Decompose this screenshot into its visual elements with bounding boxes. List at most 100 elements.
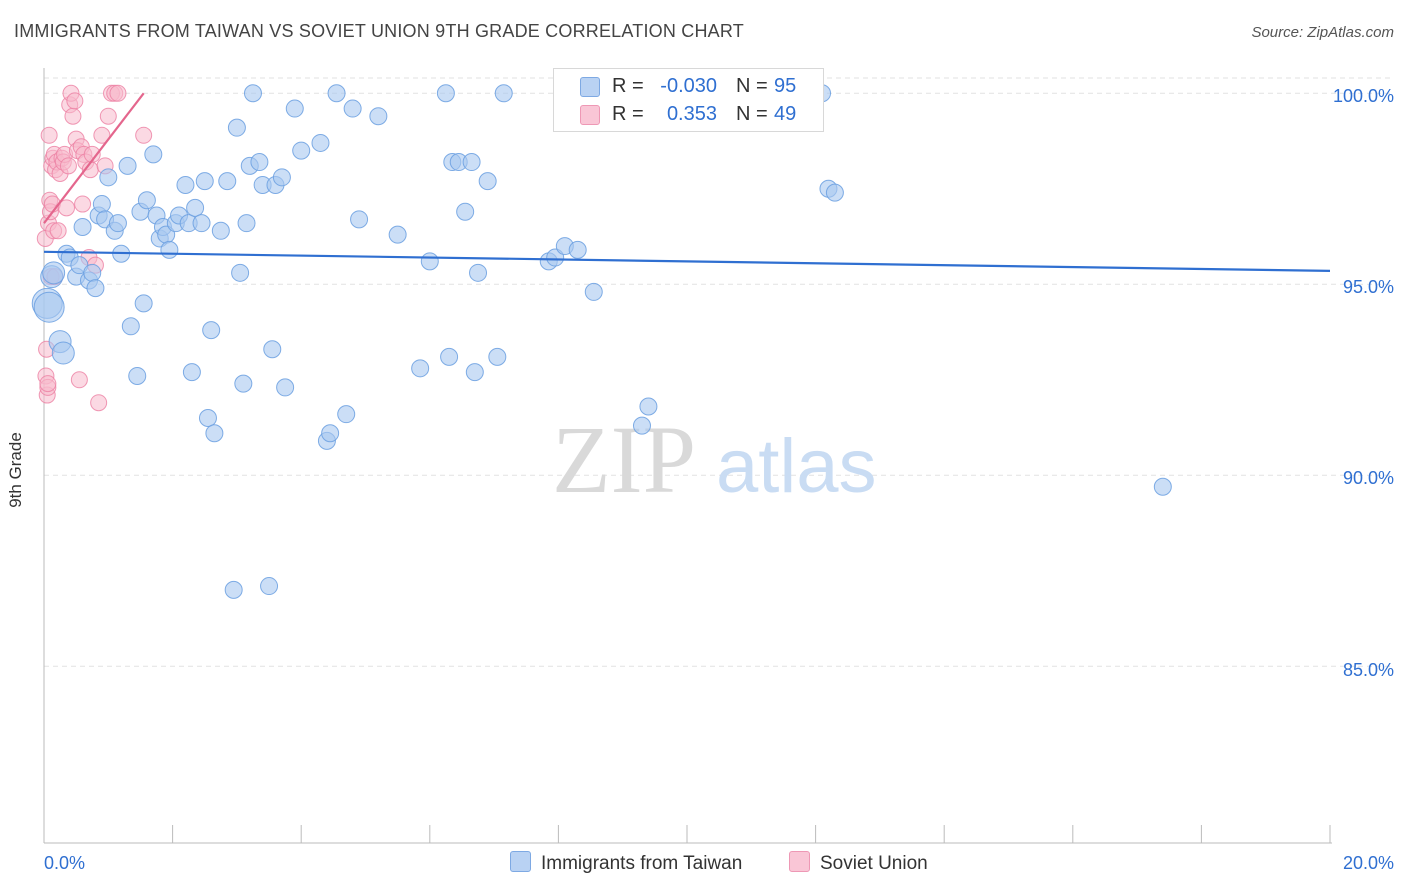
soviet-union-point bbox=[59, 157, 77, 175]
taiwan-point bbox=[456, 202, 475, 221]
taiwan-point bbox=[469, 263, 488, 282]
taiwan-point bbox=[144, 145, 163, 164]
n-label: N = bbox=[736, 75, 768, 97]
taiwan-point bbox=[825, 183, 844, 202]
n-label: N = bbox=[736, 103, 768, 125]
taiwan-point bbox=[42, 261, 66, 285]
taiwan-point bbox=[272, 168, 291, 187]
taiwan-point bbox=[83, 263, 102, 282]
taiwan-point bbox=[276, 378, 295, 397]
soviet-legend-label: Soviet Union bbox=[820, 853, 928, 874]
taiwan-points bbox=[31, 84, 1172, 599]
taiwan-point bbox=[160, 240, 179, 259]
taiwan-point bbox=[186, 198, 205, 217]
taiwan-point bbox=[205, 424, 224, 443]
y-tick-label-95: 95.0% bbox=[1342, 277, 1394, 297]
watermark-zip: ZIP bbox=[552, 406, 696, 513]
soviet-trend-line bbox=[43, 92, 145, 224]
taiwan-point bbox=[51, 341, 75, 365]
soviet-union-point bbox=[83, 145, 101, 163]
taiwan-point bbox=[243, 84, 262, 103]
taiwan-point bbox=[343, 99, 362, 118]
taiwan-point bbox=[234, 374, 253, 393]
soviet-union-point bbox=[70, 371, 88, 389]
taiwan-point bbox=[202, 321, 221, 340]
taiwan-legend-swatch bbox=[510, 851, 531, 872]
watermark-atlas: atlas bbox=[716, 424, 877, 509]
source-label: Source: ZipAtlas.com bbox=[1251, 24, 1394, 41]
taiwan-point bbox=[350, 210, 369, 229]
taiwan-point bbox=[546, 248, 565, 267]
soviet-union-point bbox=[64, 107, 82, 125]
taiwan-point bbox=[92, 195, 111, 214]
y-tick-label-85: 85.0% bbox=[1342, 660, 1394, 680]
soviet-union-point bbox=[90, 394, 108, 412]
taiwan-point bbox=[118, 156, 137, 175]
legend-row-taiwan: R = -0.030 N = 95 bbox=[554, 73, 823, 101]
taiwan-point bbox=[99, 168, 118, 187]
taiwan-point bbox=[568, 240, 587, 259]
taiwan-point bbox=[108, 214, 127, 233]
y-tick-label-100: 100.0% bbox=[1332, 86, 1394, 106]
taiwan-point bbox=[182, 363, 201, 382]
taiwan-point bbox=[327, 84, 346, 103]
taiwan-point bbox=[260, 577, 279, 596]
taiwan-point bbox=[321, 424, 340, 443]
y-axis-label: 9th Grade bbox=[6, 432, 25, 508]
taiwan-point bbox=[195, 172, 214, 191]
taiwan-point bbox=[478, 172, 497, 191]
taiwan-point bbox=[176, 175, 195, 194]
taiwan-point bbox=[420, 252, 439, 271]
soviet-union-point bbox=[66, 92, 84, 110]
x-tick-label-min: 0.0% bbox=[44, 853, 86, 873]
soviet-swatch bbox=[580, 105, 600, 125]
r-value: 0.353 bbox=[666, 103, 717, 125]
taiwan-point bbox=[436, 84, 455, 103]
soviet-union-point bbox=[93, 126, 111, 144]
soviet-union-point bbox=[99, 107, 117, 125]
taiwan-point bbox=[632, 416, 651, 435]
taiwan-point bbox=[462, 153, 481, 172]
taiwan-point bbox=[440, 347, 459, 366]
taiwan-point bbox=[211, 221, 230, 240]
taiwan-point bbox=[488, 347, 507, 366]
taiwan-point bbox=[134, 294, 153, 313]
taiwan-point bbox=[224, 580, 243, 599]
taiwan-legend-label: Immigrants from Taiwan bbox=[541, 853, 743, 874]
taiwan-point bbox=[192, 214, 211, 233]
soviet-union-point bbox=[58, 199, 76, 217]
taiwan-point bbox=[250, 153, 269, 172]
taiwan-point bbox=[388, 225, 407, 244]
n-value: 95 bbox=[774, 75, 797, 97]
taiwan-point bbox=[218, 172, 237, 191]
taiwan-point bbox=[311, 133, 330, 152]
n-value: 49 bbox=[774, 103, 797, 125]
taiwan-point bbox=[86, 279, 105, 298]
taiwan-point bbox=[494, 84, 513, 103]
taiwan-point bbox=[465, 363, 484, 382]
taiwan-point bbox=[584, 282, 603, 301]
y-tick-label-90: 90.0% bbox=[1342, 468, 1394, 488]
bottom-legend-taiwan: Immigrants from Taiwan bbox=[510, 851, 742, 875]
soviet-union-points bbox=[36, 84, 153, 412]
taiwan-point bbox=[337, 405, 356, 424]
taiwan-point bbox=[128, 366, 147, 385]
taiwan-point bbox=[121, 317, 140, 336]
taiwan-point bbox=[411, 359, 430, 378]
taiwan-point bbox=[639, 397, 658, 416]
bottom-legend-soviet: Soviet Union bbox=[789, 851, 928, 875]
taiwan-point bbox=[292, 141, 311, 160]
trend-lines bbox=[43, 92, 1331, 273]
stats-legend: R = -0.030 N = 95 R = 0.353 N = 49 bbox=[553, 68, 824, 132]
taiwan-point bbox=[227, 118, 246, 137]
legend-row-soviet: R = 0.353 N = 49 bbox=[554, 101, 823, 129]
taiwan-point bbox=[263, 340, 282, 359]
soviet-legend-swatch bbox=[789, 851, 810, 872]
taiwan-point bbox=[231, 263, 250, 282]
soviet-union-point bbox=[135, 126, 153, 144]
taiwan-point bbox=[369, 107, 388, 126]
soviet-union-point bbox=[49, 222, 67, 240]
taiwan-point bbox=[285, 99, 304, 118]
taiwan-point bbox=[73, 217, 92, 236]
